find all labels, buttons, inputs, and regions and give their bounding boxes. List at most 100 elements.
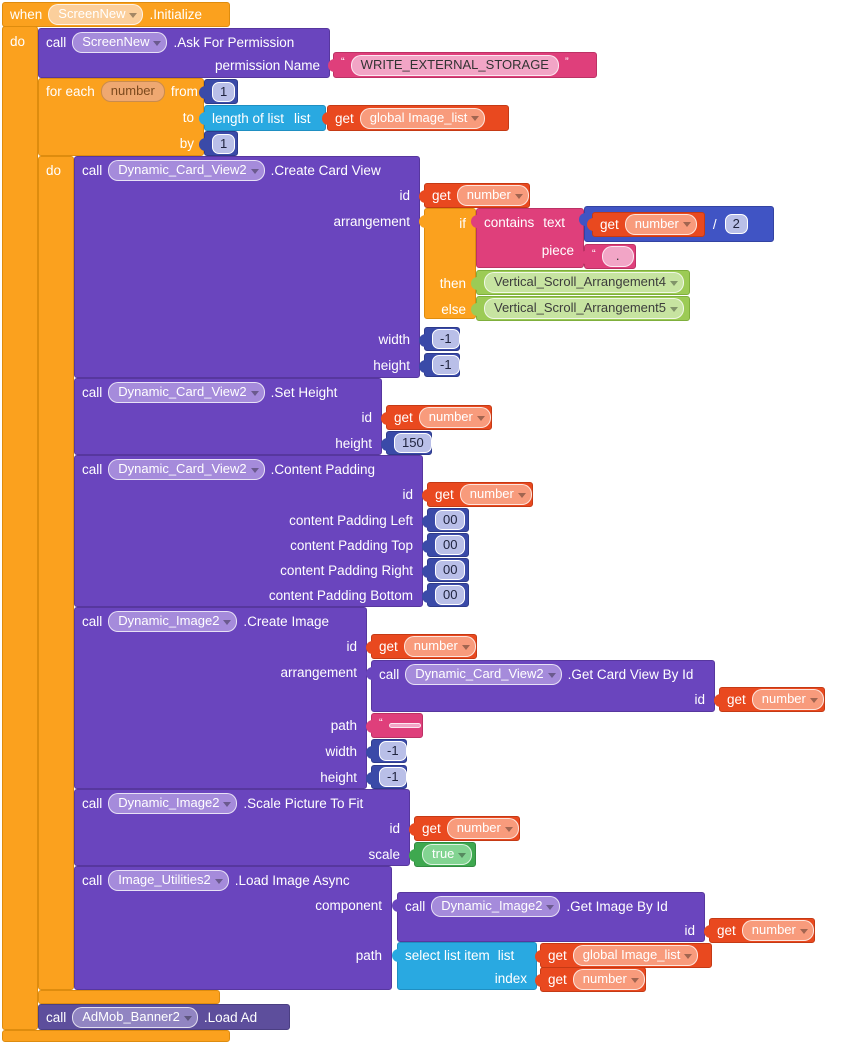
variable-dropdown[interactable]: number xyxy=(751,689,824,710)
path-string-block[interactable]: “ ” xyxy=(366,713,430,738)
param-id: id xyxy=(399,188,410,203)
method-name: .Content Padding xyxy=(270,462,375,477)
component-dropdown[interactable]: Dynamic_Image2 xyxy=(108,793,238,814)
permission-string-block[interactable]: “ WRITE_EXTERNAL_STORAGE ” xyxy=(328,52,597,78)
component-dropdown[interactable]: ScreenNew xyxy=(72,32,168,53)
vertical-scroll-arrangement4-block[interactable]: Vertical_Scroll_Arrangement4 xyxy=(471,270,690,295)
get-number-block[interactable]: get number xyxy=(381,405,492,430)
select-list-item-block[interactable] xyxy=(392,942,537,990)
variable-dropdown[interactable]: number xyxy=(446,818,519,839)
loop-var-field[interactable]: number xyxy=(100,81,165,102)
string-field[interactable] xyxy=(388,723,421,728)
when-block-bottom[interactable] xyxy=(2,1030,230,1042)
create-image-block[interactable] xyxy=(74,607,367,789)
param-height: height xyxy=(373,358,410,373)
component-dropdown[interactable]: Image_Utilities2 xyxy=(108,870,229,891)
call-label: call xyxy=(46,1010,67,1025)
component-dropdown[interactable]: Dynamic_Card_View2 xyxy=(108,459,265,480)
number-field[interactable]: -1 xyxy=(432,329,460,349)
width-number-block[interactable]: -1 xyxy=(419,327,460,351)
number-field[interactable]: -1 xyxy=(379,767,407,787)
padding-left-value-block[interactable]: 00 xyxy=(422,508,469,532)
param-path: path xyxy=(330,718,357,733)
component-dropdown[interactable]: Dynamic_Card_View2 xyxy=(108,382,265,403)
param-id: id xyxy=(346,639,357,654)
contains-text-block[interactable] xyxy=(471,208,584,268)
if-block[interactable] xyxy=(419,208,476,319)
variable-dropdown[interactable]: number xyxy=(572,969,645,990)
variable-dropdown[interactable]: global Image_list xyxy=(572,945,699,966)
component-dropdown[interactable]: Vertical_Scroll_Arrangement5 xyxy=(484,298,684,319)
variable-dropdown[interactable]: number xyxy=(624,213,697,235)
content-padding-block[interactable] xyxy=(74,455,423,607)
for-each-spine[interactable] xyxy=(38,156,74,990)
call-label: call xyxy=(82,873,103,888)
get-number-block[interactable]: get number xyxy=(409,816,520,841)
param-id: id xyxy=(684,923,695,938)
number-field[interactable]: -1 xyxy=(432,355,460,375)
width-number-block[interactable]: -1 xyxy=(366,739,407,763)
get-global-image-list-block[interactable]: get global Image_list xyxy=(535,943,712,968)
get-global-image-list-block[interactable]: get global Image_list xyxy=(322,105,509,131)
component-dropdown[interactable]: Dynamic_Card_View2 xyxy=(108,160,265,181)
get-number-block[interactable]: get number xyxy=(366,634,477,659)
param-width: width xyxy=(325,744,357,759)
true-block[interactable]: true xyxy=(409,842,476,867)
length-of-list-label: length of list xyxy=(212,110,285,126)
piece-string-block[interactable]: “ . ” xyxy=(579,244,643,269)
padding-top-value-block[interactable]: 00 xyxy=(422,533,469,557)
get-number-block[interactable]: get number xyxy=(587,211,705,237)
param-padding-bottom: content Padding Bottom xyxy=(268,588,413,603)
when-block-spine[interactable] xyxy=(2,26,38,1030)
get-number-block[interactable]: get number xyxy=(714,687,825,712)
quote-open: “ xyxy=(341,56,345,68)
height-number-block[interactable]: -1 xyxy=(419,353,460,377)
by-label: by xyxy=(179,136,194,151)
param-permission-name: permission Name xyxy=(214,58,320,73)
for-each-bottom[interactable] xyxy=(38,990,220,1004)
variable-dropdown[interactable]: number xyxy=(456,185,529,206)
from-label: from xyxy=(170,84,198,99)
number-field[interactable]: 2 xyxy=(724,214,748,234)
number-field[interactable]: 1 xyxy=(212,81,236,102)
component-dropdown[interactable]: Dynamic_Card_View2 xyxy=(405,664,562,685)
from-number-block[interactable]: 1 xyxy=(199,79,238,104)
to-label: to xyxy=(182,110,194,125)
component-dropdown[interactable]: AdMob_Banner2 xyxy=(72,1007,198,1028)
number-field[interactable]: 00 xyxy=(435,585,466,605)
component-dropdown[interactable]: Dynamic_Image2 xyxy=(431,896,561,917)
variable-dropdown[interactable]: global Image_list xyxy=(359,107,486,129)
string-field[interactable]: WRITE_EXTERNAL_STORAGE xyxy=(350,54,559,76)
length-of-list-block[interactable] xyxy=(199,105,326,131)
vertical-scroll-arrangement5-block[interactable]: Vertical_Scroll_Arrangement5 xyxy=(471,296,690,321)
boolean-dropdown[interactable]: true xyxy=(422,844,473,865)
number-field[interactable]: 150 xyxy=(394,433,432,453)
string-field[interactable]: . xyxy=(601,246,634,267)
variable-dropdown[interactable]: number xyxy=(741,920,814,941)
variable-dropdown[interactable]: number xyxy=(403,636,476,657)
component-dropdown[interactable]: Dynamic_Image2 xyxy=(108,611,238,632)
padding-right-value-block[interactable]: 00 xyxy=(422,558,469,582)
by-number-block[interactable]: 1 xyxy=(199,131,238,156)
get-number-block[interactable]: get number xyxy=(419,183,530,208)
number-field[interactable]: 00 xyxy=(435,510,466,530)
height-number-block[interactable]: -1 xyxy=(366,765,407,789)
get-number-block[interactable]: get number xyxy=(704,918,815,943)
number-field[interactable]: 00 xyxy=(435,535,466,555)
division-block[interactable]: get number / 2 xyxy=(579,206,774,242)
param-id: id xyxy=(361,410,372,425)
number-field[interactable]: 1 xyxy=(212,133,236,154)
param-arrangement: arrangement xyxy=(333,214,410,229)
variable-dropdown[interactable]: number xyxy=(459,484,532,505)
screen-dropdown[interactable]: ScreenNew xyxy=(48,4,144,25)
number-field[interactable]: 00 xyxy=(435,560,466,580)
get-number-block[interactable]: get number xyxy=(535,967,646,992)
create-card-view-block[interactable] xyxy=(74,156,420,378)
number-field[interactable]: -1 xyxy=(379,741,407,761)
component-dropdown[interactable]: Vertical_Scroll_Arrangement4 xyxy=(484,272,684,293)
get-number-block[interactable]: get number xyxy=(422,482,533,507)
param-arrangement: arrangement xyxy=(280,665,357,680)
variable-dropdown[interactable]: number xyxy=(418,407,491,428)
padding-bottom-value-block[interactable]: 00 xyxy=(422,583,469,607)
height-value-block[interactable]: 150 xyxy=(381,431,432,455)
